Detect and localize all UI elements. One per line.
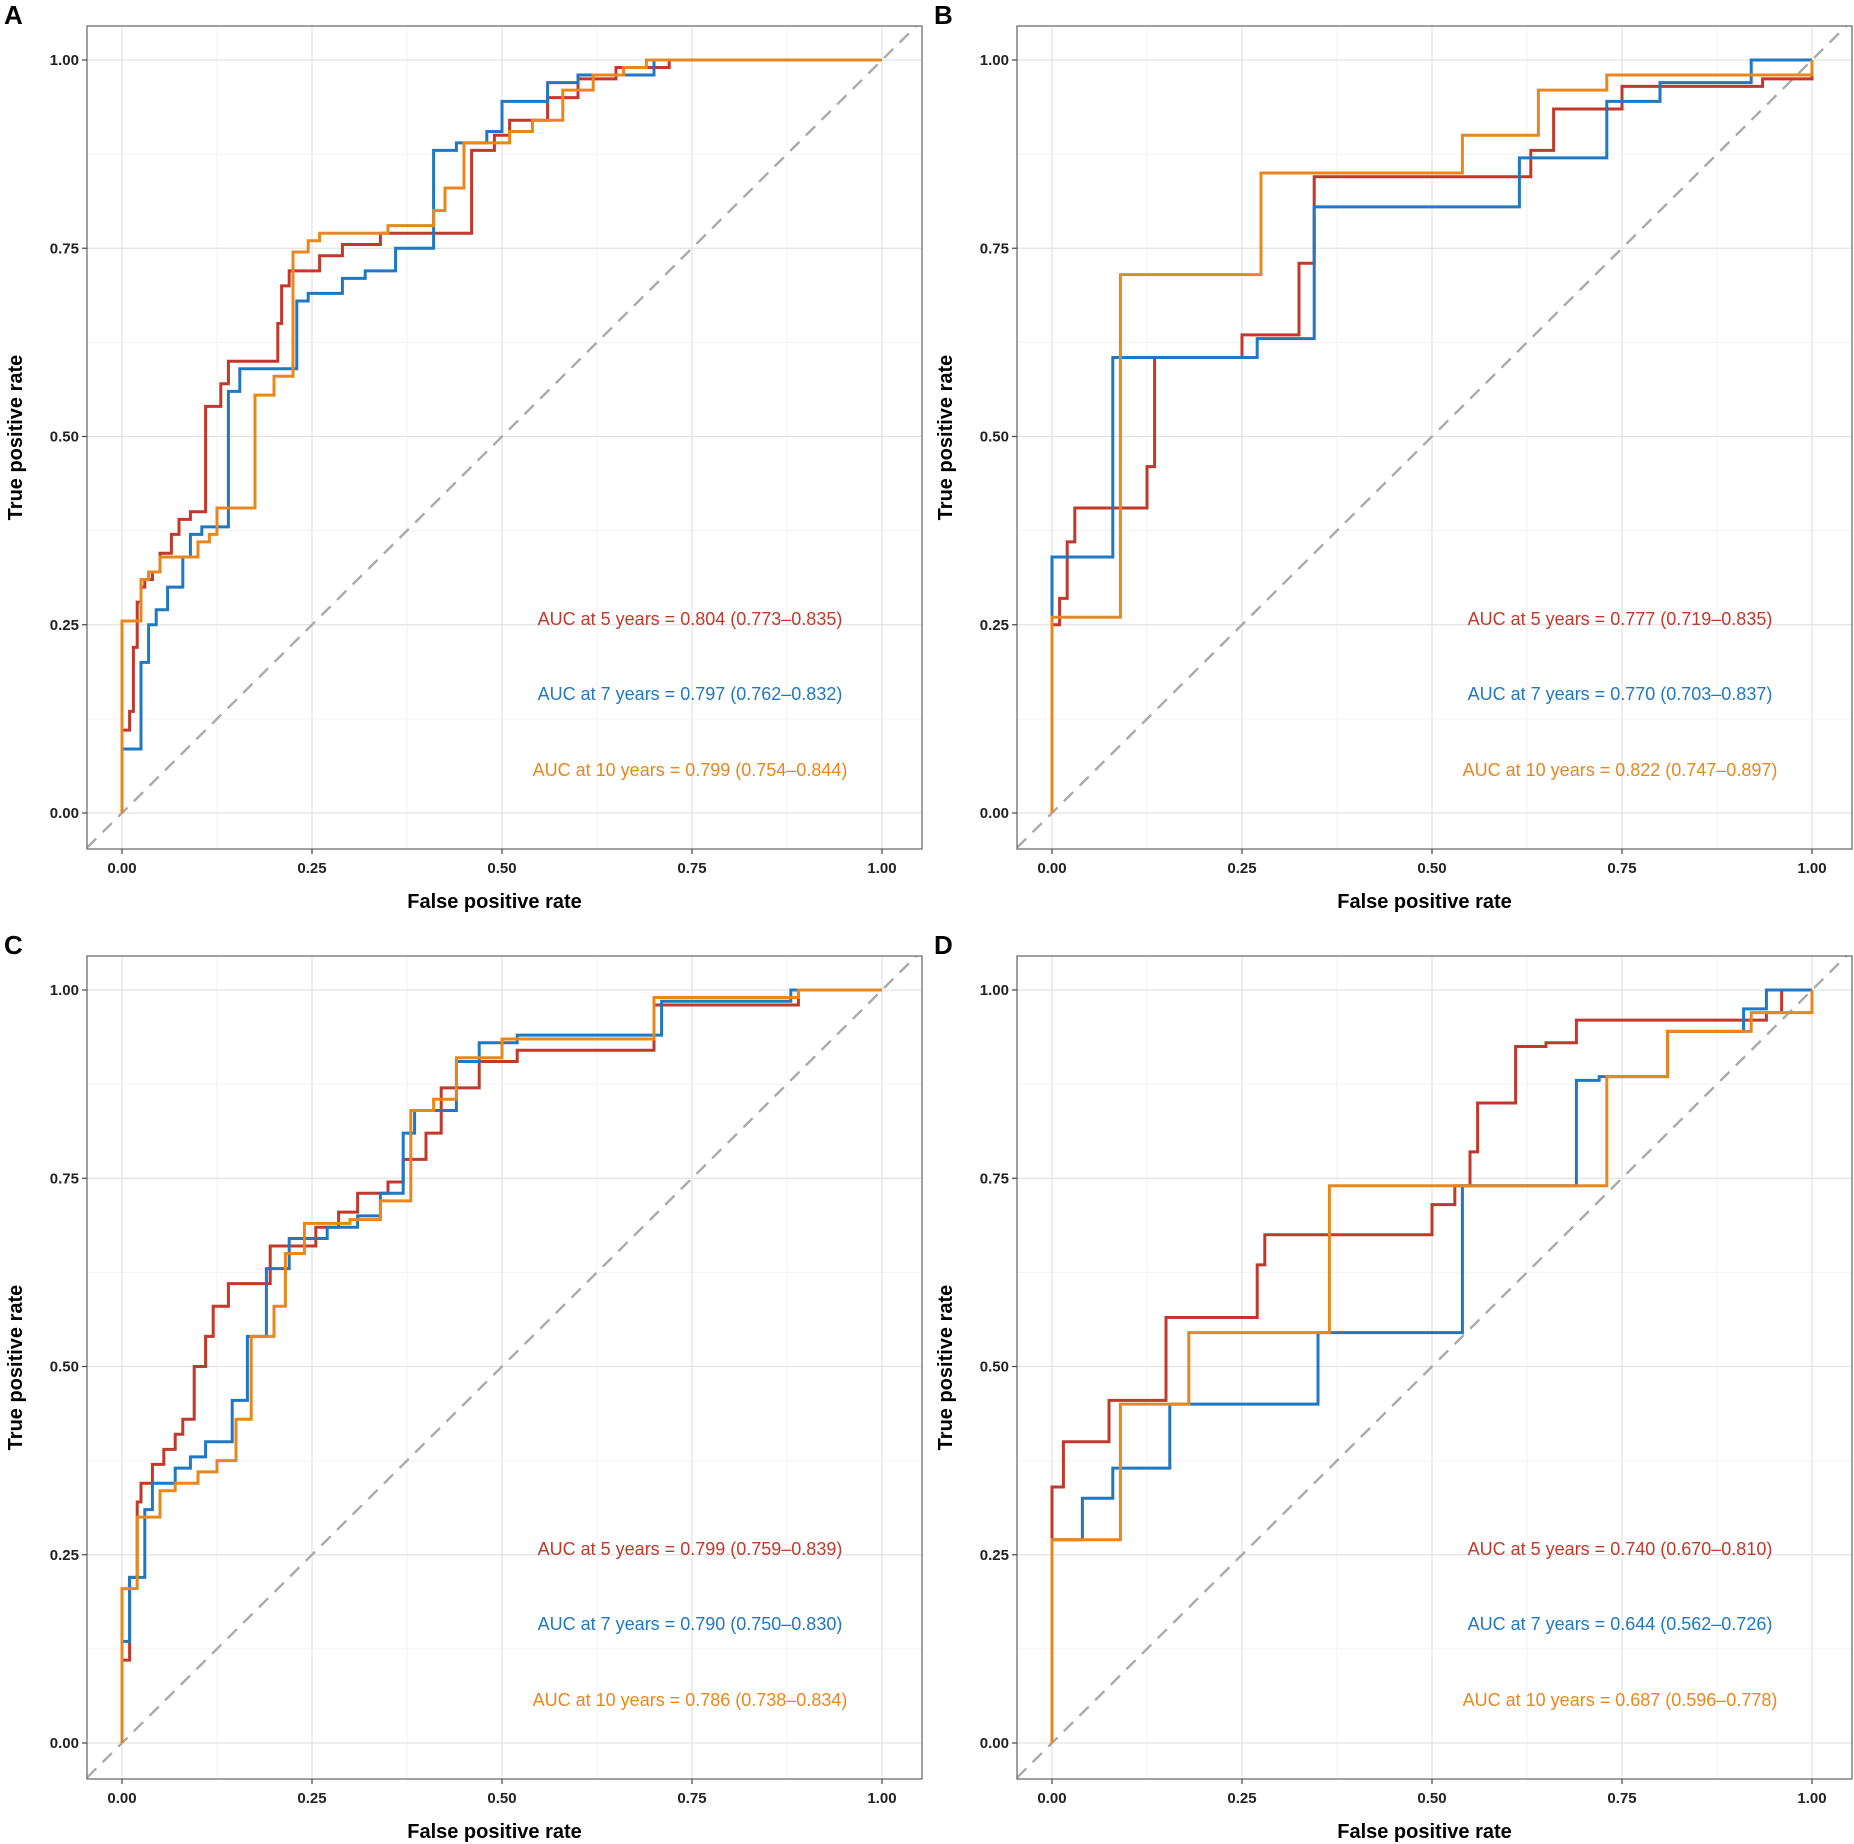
auc-label-5-years: AUC at 5 years = 0.799 (0.759–0.839) (538, 1539, 843, 1559)
y-tick-label: 1.00 (50, 52, 79, 69)
y-tick-label: 1.00 (980, 52, 1009, 69)
auc-label-7-years: AUC at 7 years = 0.797 (0.762–0.832) (538, 684, 843, 704)
y-axis-title: True positive rate (5, 1285, 27, 1451)
y-tick-label: 0.75 (980, 1170, 1009, 1187)
panel-d: 0.00 0.25 0.50 0.75 1.00 0.00 0.25 0.50 0.75 1.00… (934, 930, 1853, 1843)
y-tick-label: 0.25 (50, 1547, 79, 1564)
auc-label-10-years: AUC at 10 years = 0.822 (0.747–0.897) (1463, 760, 1778, 780)
panel-letter: A (4, 0, 23, 30)
roc-curve-10-years (120, 988, 882, 1743)
x-tick-label: 0.75 (677, 1790, 706, 1807)
x-tick-label: 0.00 (107, 860, 136, 877)
reference-diagonal (87, 26, 919, 849)
plot-frame (86, 25, 923, 850)
roc-curve-10-years (120, 58, 882, 813)
x-tick-label: 1.00 (1797, 1790, 1826, 1807)
y-tick-label: 0.50 (980, 429, 1009, 446)
x-axis-title: False positive rate (1337, 891, 1512, 913)
y-tick-label: 1.00 (50, 982, 79, 999)
y-tick-label: 0.00 (50, 1735, 79, 1752)
y-axis-title: True positive rate (935, 1285, 957, 1451)
reference-diagonal (1017, 26, 1849, 849)
y-tick-label: 0.50 (980, 1359, 1009, 1376)
x-tick-label: 0.25 (297, 1790, 326, 1807)
x-tick-label: 0.25 (1227, 860, 1256, 877)
x-tick-label: 0.75 (677, 860, 706, 877)
auc-label-10-years: AUC at 10 years = 0.799 (0.754–0.844) (533, 760, 848, 780)
roc-curve-7-years (1050, 58, 1812, 813)
auc-label-5-years: AUC at 5 years = 0.777 (0.719–0.835) (1468, 609, 1773, 629)
x-tick-label: 0.25 (1227, 1790, 1256, 1807)
auc-label-5-years: AUC at 5 years = 0.740 (0.670–0.810) (1468, 1539, 1773, 1559)
x-tick-label: 1.00 (867, 860, 896, 877)
y-tick-label: 0.00 (980, 1735, 1009, 1752)
x-tick-label: 0.50 (487, 1790, 516, 1807)
x-tick-label: 0.25 (297, 860, 326, 877)
y-tick-label: 0.75 (50, 1170, 79, 1187)
panel-c: 0.00 0.25 0.50 0.75 1.00 0.00 0.25 0.50 0.75 1.00… (4, 930, 923, 1843)
plot-frame (86, 955, 923, 1780)
y-tick-label: 0.75 (50, 240, 79, 257)
roc-curve-10-years (1050, 990, 1814, 1743)
panel-letter: D (934, 930, 953, 960)
auc-label-10-years: AUC at 10 years = 0.687 (0.596–0.778) (1463, 1690, 1778, 1710)
y-tick-label: 0.00 (980, 805, 1009, 822)
x-tick-label: 0.00 (107, 1790, 136, 1807)
x-tick-label: 0.75 (1607, 1790, 1636, 1807)
plot-frame (1016, 25, 1853, 850)
roc-curve-7-years (120, 988, 882, 1743)
x-tick-label: 0.00 (1037, 1790, 1066, 1807)
plot-background (87, 26, 922, 849)
y-tick-label: 0.25 (50, 617, 79, 634)
y-tick-label: 0.25 (980, 617, 1009, 634)
panel-a: 0.00 0.25 0.50 0.75 1.00 0.00 0.25 0.50 0.75 1.00… (4, 0, 923, 913)
y-tick-label: 0.25 (980, 1547, 1009, 1564)
roc-curve-10-years (1050, 60, 1814, 813)
plot-background (1017, 26, 1852, 849)
roc-curve-7-years (120, 58, 882, 813)
x-axis-title: False positive rate (407, 891, 582, 913)
y-tick-label: 0.50 (50, 1359, 79, 1376)
y-tick-label: 0.00 (50, 805, 79, 822)
plot-background (1017, 956, 1852, 1779)
x-axis-title: False positive rate (1337, 1821, 1512, 1843)
x-tick-label: 0.50 (487, 860, 516, 877)
auc-label-7-years: AUC at 7 years = 0.770 (0.703–0.837) (1468, 684, 1773, 704)
panel-letter: C (4, 930, 23, 960)
auc-label-10-years: AUC at 10 years = 0.786 (0.738–0.834) (533, 1690, 848, 1710)
x-tick-label: 1.00 (867, 1790, 896, 1807)
panel-letter: B (934, 0, 953, 30)
roc-curve-5-years (1050, 60, 1814, 813)
y-tick-label: 0.75 (980, 240, 1009, 257)
auc-label-5-years: AUC at 5 years = 0.804 (0.773–0.835) (538, 609, 843, 629)
y-tick-label: 1.00 (980, 982, 1009, 999)
y-axis-title: True positive rate (935, 355, 957, 521)
x-tick-label: 0.00 (1037, 860, 1066, 877)
auc-label-7-years: AUC at 7 years = 0.644 (0.562–0.726) (1468, 1614, 1773, 1634)
x-tick-label: 0.50 (1417, 860, 1446, 877)
y-axis-title: True positive rate (5, 355, 27, 521)
reference-diagonal (1017, 956, 1849, 1779)
x-axis-title: False positive rate (407, 1821, 582, 1843)
auc-label-7-years: AUC at 7 years = 0.790 (0.750–0.830) (538, 1614, 843, 1634)
x-tick-label: 1.00 (1797, 860, 1826, 877)
panel-b: 0.00 0.25 0.50 0.75 1.00 0.00 0.25 0.50 0.75 1.00… (934, 0, 1853, 913)
plot-background (87, 956, 922, 1779)
plot-frame (1016, 955, 1853, 1780)
x-tick-label: 0.50 (1417, 1790, 1446, 1807)
y-tick-label: 0.50 (50, 429, 79, 446)
reference-diagonal (87, 956, 919, 1779)
x-tick-label: 0.75 (1607, 860, 1636, 877)
